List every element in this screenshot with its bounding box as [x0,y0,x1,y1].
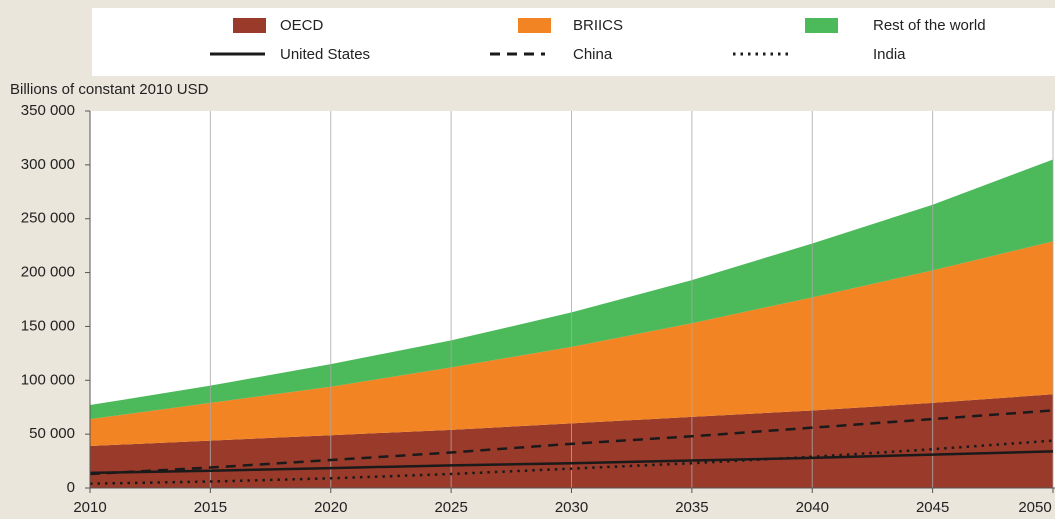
legend-swatch [233,18,266,33]
x-tick-label: 2015 [194,499,227,516]
line [89,439,1054,485]
y-tick-label: 150 000 [21,317,75,334]
y-tick-label: 250 000 [21,210,75,227]
x-tick-label: 2040 [796,499,829,516]
y-tick-label: 100 000 [21,371,75,388]
legend-swatch [805,18,838,33]
y-tick-label: 0 [67,479,75,496]
y-tick-label: 300 000 [21,156,75,173]
y-axis-label: Billions of constant 2010 USD [10,81,209,98]
legend-label: India [873,46,906,63]
x-tick-label: 2045 [916,499,949,516]
x-tick-label: 2050 [1018,499,1051,516]
x-tick-label: 2030 [555,499,588,516]
x-tick-label: 2035 [675,499,708,516]
x-tick-label: 2025 [434,499,467,516]
legend-label: OECD [280,17,324,34]
y-tick-label: 50 000 [29,425,75,442]
legend-label: BRIICS [573,17,623,34]
y-tick-label: 200 000 [21,264,75,281]
line [89,450,1054,475]
x-tick-label: 2010 [73,499,106,516]
line [89,409,1054,476]
x-tick-label: 2020 [314,499,347,516]
area [90,159,1053,420]
y-tick-label: 350 000 [21,102,75,119]
legend-swatch [518,18,551,33]
legend-label: China [573,46,613,63]
legend-label: United States [280,46,370,63]
legend-label: Rest of the world [873,17,986,34]
